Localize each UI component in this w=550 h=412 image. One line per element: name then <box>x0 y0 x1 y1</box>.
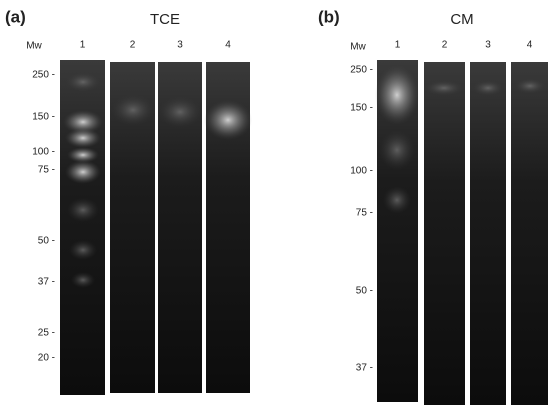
band <box>65 160 101 184</box>
panel-label: (a) <box>5 7 26 26</box>
lane-number: 4 <box>225 40 231 51</box>
lane-number: 3 <box>177 40 183 51</box>
panel-label: (b) <box>318 7 340 26</box>
marker-label: 20 - <box>38 353 55 364</box>
lane-number: 1 <box>395 40 401 51</box>
gel-images <box>60 60 548 405</box>
lane-number: 2 <box>130 40 136 51</box>
marker-label: 150 - <box>32 112 55 123</box>
marker-label: 150 - <box>350 103 373 114</box>
mw-label: Mw <box>350 42 366 53</box>
band <box>424 80 464 96</box>
panel: (b) CM Mw 1 2 3 4 250 - 150 - 100 - 75 - 50 - 37 - <box>318 7 533 373</box>
marker-label: 50 - <box>356 286 373 297</box>
band <box>65 72 101 92</box>
band <box>472 80 504 96</box>
band <box>67 198 99 222</box>
marker-label: 250 - <box>350 65 373 76</box>
marker-label: 37 - <box>356 363 373 374</box>
lane-number: 1 <box>80 40 86 51</box>
marker-label: 100 - <box>350 166 373 177</box>
band <box>111 94 155 126</box>
gel-lane <box>424 62 465 405</box>
lane-number: 4 <box>527 40 533 51</box>
panel-title: TCE <box>150 11 180 28</box>
lane-number: 3 <box>485 40 491 51</box>
band <box>65 128 101 148</box>
band <box>514 78 546 94</box>
marker-label: 250 - <box>32 70 55 81</box>
marker-label: 75 - <box>356 208 373 219</box>
panel: (a) TCE Mw 1 2 3 4 250 - 150 - 100 - 75 - 50 - 37 - 2… <box>5 7 231 363</box>
marker-label: 25 - <box>38 328 55 339</box>
band <box>158 96 202 128</box>
band <box>71 272 95 288</box>
marker-label: 37 - <box>38 277 55 288</box>
marker-label: 100 - <box>32 147 55 158</box>
mw-label: Mw <box>26 41 42 52</box>
marker-label: 75 - <box>38 165 55 176</box>
gel-lane <box>511 62 548 405</box>
marker-label: 50 - <box>38 236 55 247</box>
band <box>67 147 99 163</box>
band <box>63 110 103 134</box>
lane-number: 2 <box>442 40 448 51</box>
band <box>383 186 411 214</box>
gel-lane <box>470 62 506 405</box>
panel-title: CM <box>450 11 473 28</box>
band <box>204 100 252 140</box>
band <box>375 65 419 125</box>
band <box>69 240 97 260</box>
band <box>379 130 415 170</box>
